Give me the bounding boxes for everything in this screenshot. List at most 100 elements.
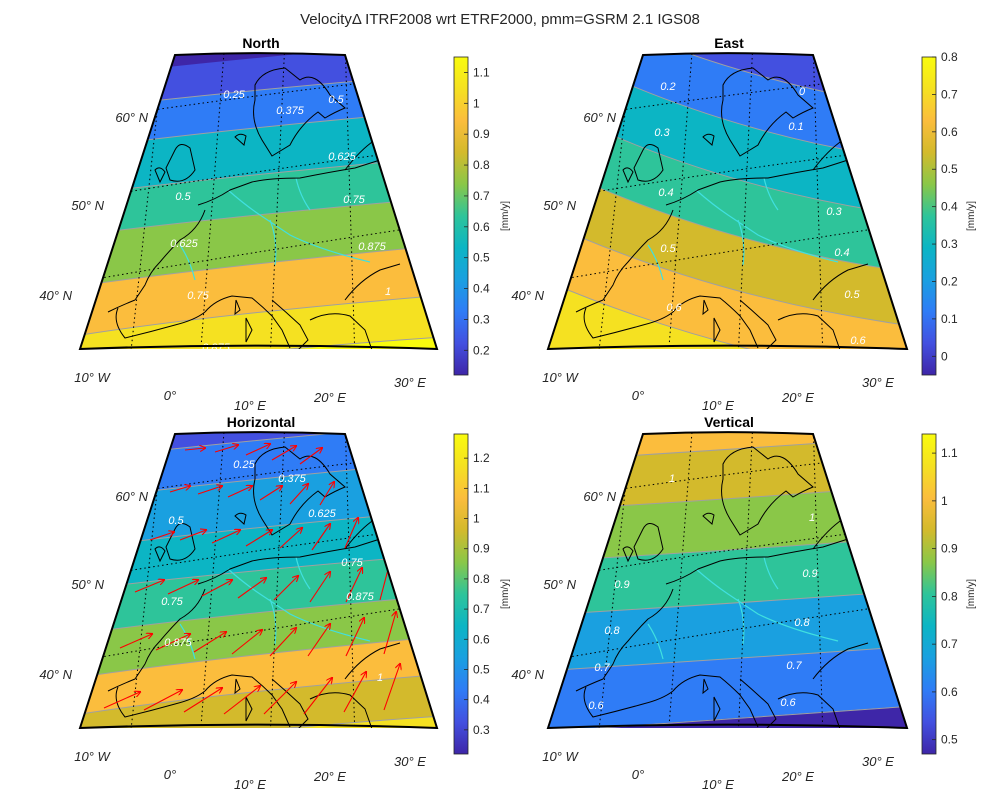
contour-label: 0.875 <box>202 342 230 354</box>
contour-label: 1.125 <box>180 729 208 741</box>
colorbar-tick-label: 0.2 <box>473 343 490 357</box>
contour-label: 0.375 <box>278 473 306 485</box>
figure-title: VelocityΔ ITRF2008 wrt ETRF2000, pmm=GSR… <box>300 11 700 28</box>
contour-label: 0.875 <box>164 637 192 649</box>
contour-label: 0.6 <box>588 700 604 712</box>
velocity-arrow <box>167 580 198 595</box>
velocity-arrow <box>214 445 238 453</box>
colorbar-tick-label: 0.8 <box>941 50 958 64</box>
panel-horizontal: Horizontal <box>39 414 511 792</box>
velocity-arrow <box>103 692 140 709</box>
coastline-east <box>575 67 869 349</box>
colorbar-tick-label: 1 <box>473 512 480 526</box>
velocity-arrow <box>184 448 205 450</box>
colorbar-unit: [mm/y] <box>500 201 511 231</box>
velocity-arrow <box>169 486 190 493</box>
lon-label: 0° <box>632 767 644 782</box>
velocity-arrow <box>309 572 330 603</box>
contour-label: 0.5 <box>844 289 860 301</box>
lat-label: 40° N <box>511 667 544 682</box>
colorbar-tick-label: 0.7 <box>473 189 490 203</box>
velocity-arrow <box>143 690 182 711</box>
colorbar-ticks-north: 0.2 0.3 0.4 0.5 0.6 0.7 0.8 0.9 1 1.1 <box>464 65 490 357</box>
contour-label: 0.75 <box>341 557 363 569</box>
lat-label: 60° N <box>583 110 616 125</box>
coastline-horizontal <box>107 446 401 728</box>
contour-label: 0.75 <box>187 290 209 302</box>
velocity-arrow <box>383 612 396 655</box>
lat-label: 50° N <box>543 577 576 592</box>
colorbar-tick-label: 0.7 <box>941 637 958 651</box>
colorbar-tick-label: 0 <box>941 349 948 363</box>
velocity-arrow <box>259 486 282 501</box>
velocity-arrow <box>223 686 260 715</box>
map-frame-horizontal <box>78 431 439 730</box>
colorbar-tick-label: 0.3 <box>941 237 958 251</box>
velocity-arrow <box>271 446 296 461</box>
colorbar-tick-label: 1 <box>941 494 948 508</box>
colorbar-tick-label: 0.5 <box>473 251 490 265</box>
contour-label: 0 <box>799 86 806 98</box>
velocity-arrow <box>245 444 270 456</box>
lon-label: 10° E <box>234 777 266 792</box>
panel-title-east: East <box>714 35 744 51</box>
lon-label: 0° <box>632 388 644 403</box>
lon-label: 10° E <box>234 398 266 413</box>
map-frame-north <box>78 52 439 351</box>
contour-label: 0.5 <box>168 515 184 527</box>
contour-label: 0.25 <box>223 89 245 101</box>
contour-label: 1 <box>809 512 815 524</box>
contour-label: 0.75 <box>161 596 183 608</box>
contour-label: 0.4 <box>658 187 673 199</box>
lon-label: 10° E <box>702 398 734 413</box>
contour-label: 0.3 <box>826 206 842 218</box>
contour-label: 0.875 <box>346 591 374 603</box>
velocity-arrow <box>134 580 164 593</box>
lat-label: 60° N <box>115 110 148 125</box>
contour-label: 0.8 <box>794 617 810 629</box>
colorbar-tick-label: 0.6 <box>473 632 490 646</box>
colorbar-tick-label: 0.6 <box>941 125 958 139</box>
velocity-arrow <box>307 624 330 657</box>
contour-label: 1 <box>669 473 675 485</box>
colorbar-ticks-east: 0 0.1 0.2 0.3 0.4 0.5 0.6 0.7 0.8 <box>932 50 958 363</box>
velocity-arrow <box>149 532 174 541</box>
velocity-arrow <box>237 578 266 599</box>
panel-title-vertical: Vertical <box>704 414 754 430</box>
lon-label: 0° <box>164 388 176 403</box>
colorbar-tick-label: 0.8 <box>473 158 490 172</box>
velocity-arrow <box>245 530 272 547</box>
colorbar-gradient <box>453 56 469 376</box>
velocity-arrow <box>263 682 296 715</box>
colorbar-gradient <box>921 433 937 755</box>
map-field-horizontal: 0.25 0.375 0.5 0.625 0.75 0.75 0.875 0.8… <box>80 432 437 741</box>
map-frame-vertical <box>546 431 909 730</box>
contour-label: 1 <box>377 672 383 684</box>
colorbar-tick-label: 1.2 <box>473 451 490 465</box>
rivers-vertical <box>647 556 839 660</box>
velocity-arrow <box>299 448 322 465</box>
colorbar-tick-label: 1.1 <box>941 446 958 460</box>
velocity-arrow <box>179 530 206 541</box>
panel-title-horizontal: Horizontal <box>227 414 295 430</box>
colorbar-east: 0 0.1 0.2 0.3 0.4 0.5 0.6 0.7 0.8 [mm/y] <box>921 50 977 376</box>
coastline-north <box>107 67 401 349</box>
contour-label: 0.7 <box>786 660 802 672</box>
colorbar-ticks-horizontal: 0.3 0.4 0.5 0.6 0.7 0.8 0.9 1 1.1 1.2 <box>464 451 490 737</box>
lat-label: 60° N <box>583 489 616 504</box>
contour-label: 0.625 <box>170 238 198 250</box>
contour-labels-horizontal: 0.25 0.375 0.5 0.625 0.75 0.75 0.875 0.8… <box>161 459 383 741</box>
contour-label: 0.6 <box>666 302 682 314</box>
colorbar-tick-label: 0.5 <box>941 733 958 747</box>
contour-label: 0.625 <box>308 508 336 520</box>
colorbar-tick-label: 0.2 <box>941 274 958 288</box>
colorbar-tick-label: 0.5 <box>473 662 490 676</box>
velocity-arrow <box>197 486 222 495</box>
colorbar-tick-label: 0.8 <box>941 589 958 603</box>
velocity-arrow <box>183 688 222 713</box>
velocity-arrow <box>119 634 152 649</box>
colorbar-tick-label: 0.9 <box>473 127 490 141</box>
